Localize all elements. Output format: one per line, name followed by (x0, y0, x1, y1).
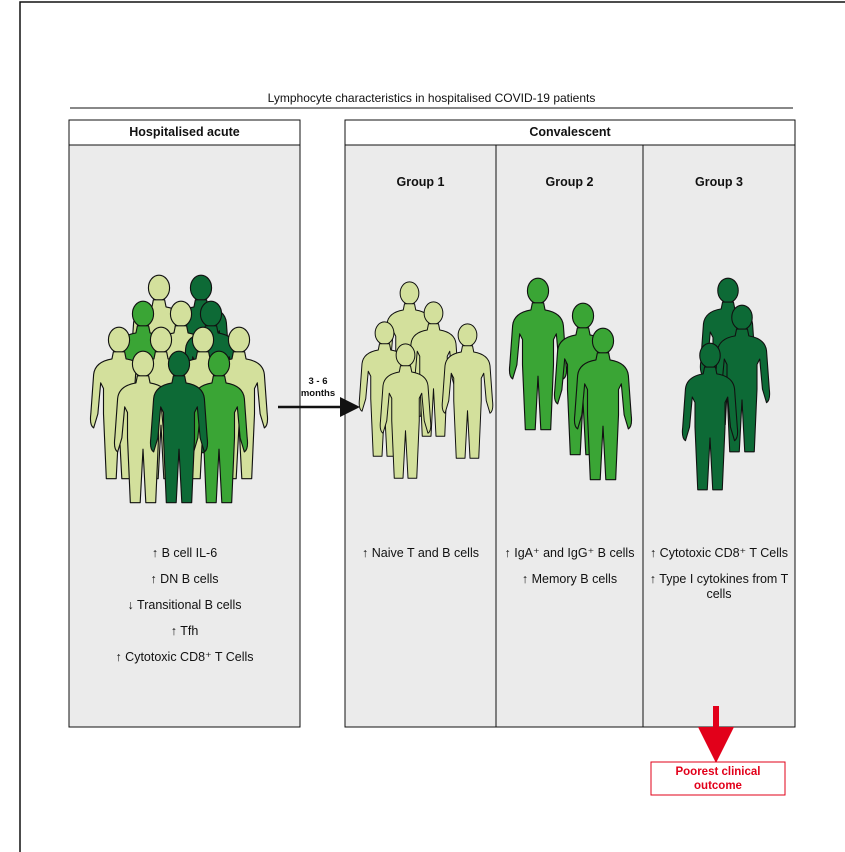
outcome: Poorest clinical outcome (651, 765, 785, 793)
page: Lymphocyte characteristics in hospitalis… (0, 0, 845, 852)
panel-title: Convalescent (345, 125, 795, 140)
title: Lymphocyte characteristics in hospitalis… (70, 91, 793, 106)
finding: ↑ DN B cells (69, 572, 300, 587)
finding: ↑ Tfh (69, 624, 300, 639)
finding: ↑ Cytotoxic CD8⁺ T Cells (69, 650, 300, 665)
group-title: Group 2 (496, 175, 643, 190)
panel-title: Hospitalised acute (69, 125, 300, 140)
arrow-label: 3 - 6 months (295, 376, 341, 400)
finding: ↑ Memory B cells (500, 572, 639, 587)
finding: ↑ B cell IL-6 (69, 546, 300, 561)
finding: ↑ IgA⁺ and IgG⁺ B cells (500, 546, 639, 561)
group-title: Group 1 (345, 175, 496, 190)
finding: ↑ Cytotoxic CD8⁺ T Cells (647, 546, 791, 561)
finding: ↓ Transitional B cells (69, 598, 300, 613)
finding: ↑ Naive T and B cells (349, 546, 492, 561)
finding: ↑ Type I cytokines from T cells (647, 572, 791, 602)
group-title: Group 3 (643, 175, 795, 190)
